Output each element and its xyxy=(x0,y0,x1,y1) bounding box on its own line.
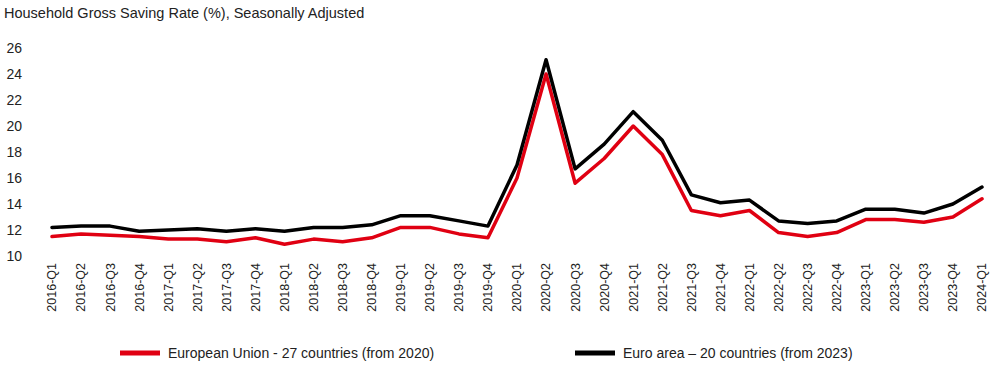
x-tick-label: 2017-Q3 xyxy=(220,263,234,312)
x-tick-label: 2023-Q1 xyxy=(859,263,873,312)
y-tick-label: 12 xyxy=(6,222,22,238)
x-tick-label: 2019-Q1 xyxy=(394,263,408,312)
y-tick-label: 22 xyxy=(6,92,22,108)
x-tick-label: 2021-Q1 xyxy=(627,263,641,312)
x-tick-label: 2022-Q4 xyxy=(830,263,844,312)
x-tick-label: 2018-Q2 xyxy=(307,263,321,312)
x-tick-label: 2023-Q4 xyxy=(946,263,960,312)
x-tick-label: 2022-Q1 xyxy=(743,263,757,312)
x-tick-label: 2020-Q4 xyxy=(598,263,612,312)
x-tick-label: 2018-Q3 xyxy=(336,263,350,312)
x-tick-label: 2020-Q3 xyxy=(569,263,583,312)
x-tick-label: 2016-Q1 xyxy=(45,263,59,312)
y-tick-label: 14 xyxy=(6,196,22,212)
y-tick-label: 20 xyxy=(6,118,22,134)
x-tick-label: 2021-Q4 xyxy=(714,263,728,312)
legend-label: Euro area – 20 countries (from 2023) xyxy=(623,345,853,361)
y-tick-label: 16 xyxy=(6,170,22,186)
legend-swatch xyxy=(575,351,615,356)
y-tick-label: 24 xyxy=(6,66,22,82)
y-tick-label: 26 xyxy=(6,40,22,56)
x-tick-label: 2016-Q3 xyxy=(104,263,118,312)
x-tick-label: 2022-Q2 xyxy=(772,263,786,312)
series-line xyxy=(52,60,982,232)
x-tick-label: 2017-Q2 xyxy=(191,263,205,312)
x-tick-label: 2016-Q2 xyxy=(74,263,88,312)
plot-area xyxy=(52,60,982,245)
legend-label: European Union - 27 countries (from 2020… xyxy=(168,345,434,361)
legend-swatch xyxy=(120,351,160,356)
x-tick-label: 2016-Q4 xyxy=(133,263,147,312)
x-tick-label: 2021-Q3 xyxy=(685,263,699,312)
x-tick-label: 2019-Q4 xyxy=(481,263,495,312)
x-tick-label: 2020-Q2 xyxy=(539,263,553,312)
x-tick-label: 2020-Q1 xyxy=(510,263,524,312)
x-tick-label: 2017-Q4 xyxy=(249,263,263,312)
x-tick-label: 2022-Q3 xyxy=(801,263,815,312)
x-tick-label: 2019-Q3 xyxy=(452,263,466,312)
x-tick-label: 2017-Q1 xyxy=(162,263,176,312)
x-tick-label: 2021-Q2 xyxy=(656,263,670,312)
x-tick-label: 2018-Q1 xyxy=(278,263,292,312)
x-tick-label: 2024-Q1 xyxy=(975,263,989,312)
y-tick-label: 10 xyxy=(6,248,22,264)
y-tick-label: 18 xyxy=(6,144,22,160)
x-tick-label: 2018-Q4 xyxy=(365,263,379,312)
x-tick-label: 2023-Q2 xyxy=(888,263,902,312)
x-tick-label: 2019-Q2 xyxy=(423,263,437,312)
chart: Household Gross Saving Rate (%), Seasona… xyxy=(0,0,1000,370)
x-tick-label: 2023-Q3 xyxy=(917,263,931,312)
title: Household Gross Saving Rate (%), Seasona… xyxy=(4,5,364,21)
